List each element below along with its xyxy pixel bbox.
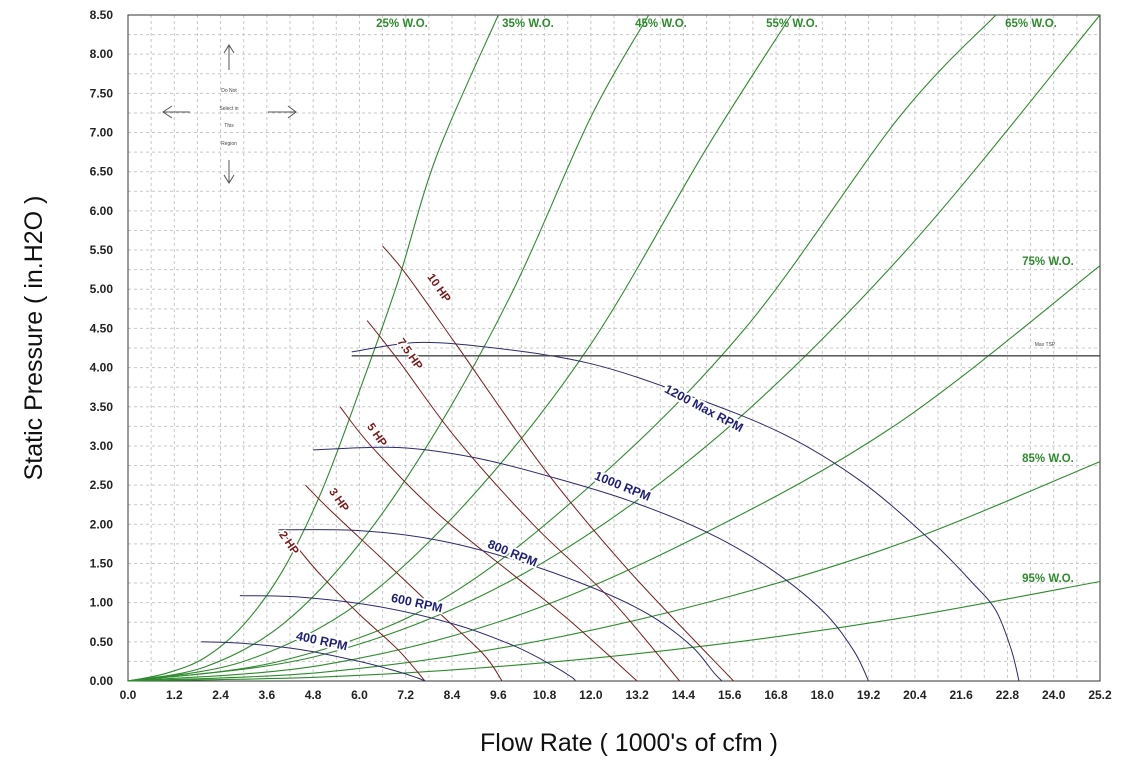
left-arrow-icon (162, 105, 190, 119)
system-curve-95-w-o (127, 580, 1101, 682)
system-curve-75-w-o (127, 265, 1101, 682)
x-tick-label: 2.4 (212, 688, 229, 702)
down-arrow-icon (223, 160, 235, 184)
x-tick-label: 7.2 (397, 688, 414, 702)
x-tick-labels: 0.0 1.2 2.4 3.6 4.8 6.0 7.2 8.4 9.6 10.8 12.0 13.2 1… (120, 688, 1112, 702)
annotation-line-4: Region (221, 141, 237, 147)
hp-curve-5-hp (339, 406, 638, 682)
y-tick-label: 8.50 (90, 8, 114, 22)
x-tick-label: 21.6 (949, 688, 973, 702)
plot-frame (127, 14, 1101, 682)
system-label-25-w-o: 25% W.O. (376, 18, 428, 30)
y-tick-labels: 0.00 0.50 1.00 1.50 2.00 2.50 3.00 3.50 4.00 4.50… (90, 8, 114, 688)
x-tick-label: 6.0 (351, 688, 368, 702)
x-tick-label: 18.0 (811, 688, 835, 702)
x-tick-label: 8.4 (444, 688, 461, 702)
x-tick-label: 13.2 (625, 688, 649, 702)
x-axis-title: Flow Rate ( 1000's of cfm ) (480, 729, 778, 757)
hp-label-7-5-hp: 7.5 HP (394, 336, 424, 372)
rpm-curves (201, 341, 1020, 682)
x-tick-label: 15.6 (718, 688, 742, 702)
x-tick-label: 20.4 (903, 688, 927, 702)
x-tick-label: 3.6 (259, 688, 276, 702)
do-not-select-annotation: Do Not Select in This Region (162, 44, 297, 184)
x-tick-label: 12.0 (579, 688, 603, 702)
y-tick-label: 6.00 (90, 204, 114, 218)
system-curve-35-w-o (127, 14, 650, 682)
y-tick-label: 6.50 (90, 165, 114, 179)
x-tick-label: 4.8 (305, 688, 322, 702)
x-tick-label: 1.2 (166, 688, 183, 702)
y-tick-label: 0.00 (90, 674, 114, 688)
y-tick-label: 1.50 (90, 556, 114, 570)
system-label-95-w-o: 95% W.O. (1022, 573, 1074, 585)
y-axis-title: Static Pressure ( in.H2O ) (20, 196, 48, 481)
rpm-label-1200-max-rpm: 1200 Max RPM (662, 382, 745, 435)
y-tick-label: 2.00 (90, 517, 114, 531)
hp-curve-10-hp (382, 245, 734, 682)
x-tick-label: 10.8 (533, 688, 557, 702)
system-label-55-w-o: 55% W.O. (766, 18, 818, 30)
y-tick-label: 5.50 (90, 243, 114, 257)
hp-curve-7-5-hp (366, 320, 680, 682)
system-curve-65-w-o (127, 14, 1101, 682)
rpm-curve-600-rpm (239, 595, 576, 682)
y-tick-label: 1.00 (90, 596, 114, 610)
x-tick-label: 22.8 (996, 688, 1020, 702)
system-label-35-w-o: 35% W.O. (502, 18, 554, 30)
system-label-75-w-o: 75% W.O. (1022, 256, 1074, 268)
system-curve-55-w-o (127, 14, 997, 682)
system-label-65-w-o: 65% W.O. (1005, 18, 1057, 30)
annotation-line-2: Select in (219, 106, 238, 112)
x-tick-label: 16.8 (764, 688, 788, 702)
hp-curves (278, 245, 734, 682)
hp-label-10-hp: 10 HP (424, 272, 452, 305)
y-tick-label: 5.00 (90, 282, 114, 296)
y-tick-label: 2.50 (90, 478, 114, 492)
y-tick-label: 7.00 (90, 126, 114, 140)
y-tick-label: 8.00 (90, 47, 114, 61)
hp-curve-2-hp (278, 531, 426, 682)
hp-label-5-hp: 5 HP (364, 421, 389, 449)
y-tick-label: 0.50 (90, 635, 114, 649)
x-tick-label: 0.0 (120, 688, 137, 702)
y-tick-label: 4.00 (90, 361, 114, 375)
system-label-85-w-o: 85% W.O. (1022, 453, 1074, 465)
up-arrow-icon (223, 44, 235, 70)
system-curves (127, 14, 1101, 682)
x-tick-label: 14.4 (672, 688, 696, 702)
system-curve-45-w-o (127, 14, 792, 682)
y-tick-label: 3.50 (90, 400, 114, 414)
rpm-curve-400-rpm (201, 641, 426, 682)
y-tick-label: 7.50 (90, 86, 114, 100)
right-arrow-icon (268, 105, 297, 119)
x-tick-label: 24.0 (1042, 688, 1066, 702)
grid (128, 14, 1101, 681)
rpm-label-600-rpm: 600 RPM (390, 591, 444, 616)
system-curve-85-w-o (127, 461, 1101, 682)
x-tick-label: 19.2 (857, 688, 881, 702)
annotation-line-3: This (224, 123, 234, 129)
max-tsp-label: Max TSP (1035, 342, 1056, 348)
rpm-curve-1200-max-rpm (351, 341, 1020, 682)
x-tick-label: 9.6 (490, 688, 507, 702)
rpm-curve-1000-rpm (313, 446, 870, 682)
rpm-curve-800-rpm (278, 529, 723, 682)
max-tsp-layer: Max TSP (351, 342, 1100, 357)
system-curve-25-w-o (127, 14, 499, 682)
annotation-line-1: Do Not (221, 88, 237, 94)
y-tick-label: 4.50 (90, 321, 114, 335)
y-tick-label: 3.00 (90, 439, 114, 453)
hp-curve-3-hp (305, 484, 503, 682)
system-label-45-w-o: 45% W.O. (635, 18, 687, 30)
x-tick-label: 25.2 (1088, 688, 1112, 702)
